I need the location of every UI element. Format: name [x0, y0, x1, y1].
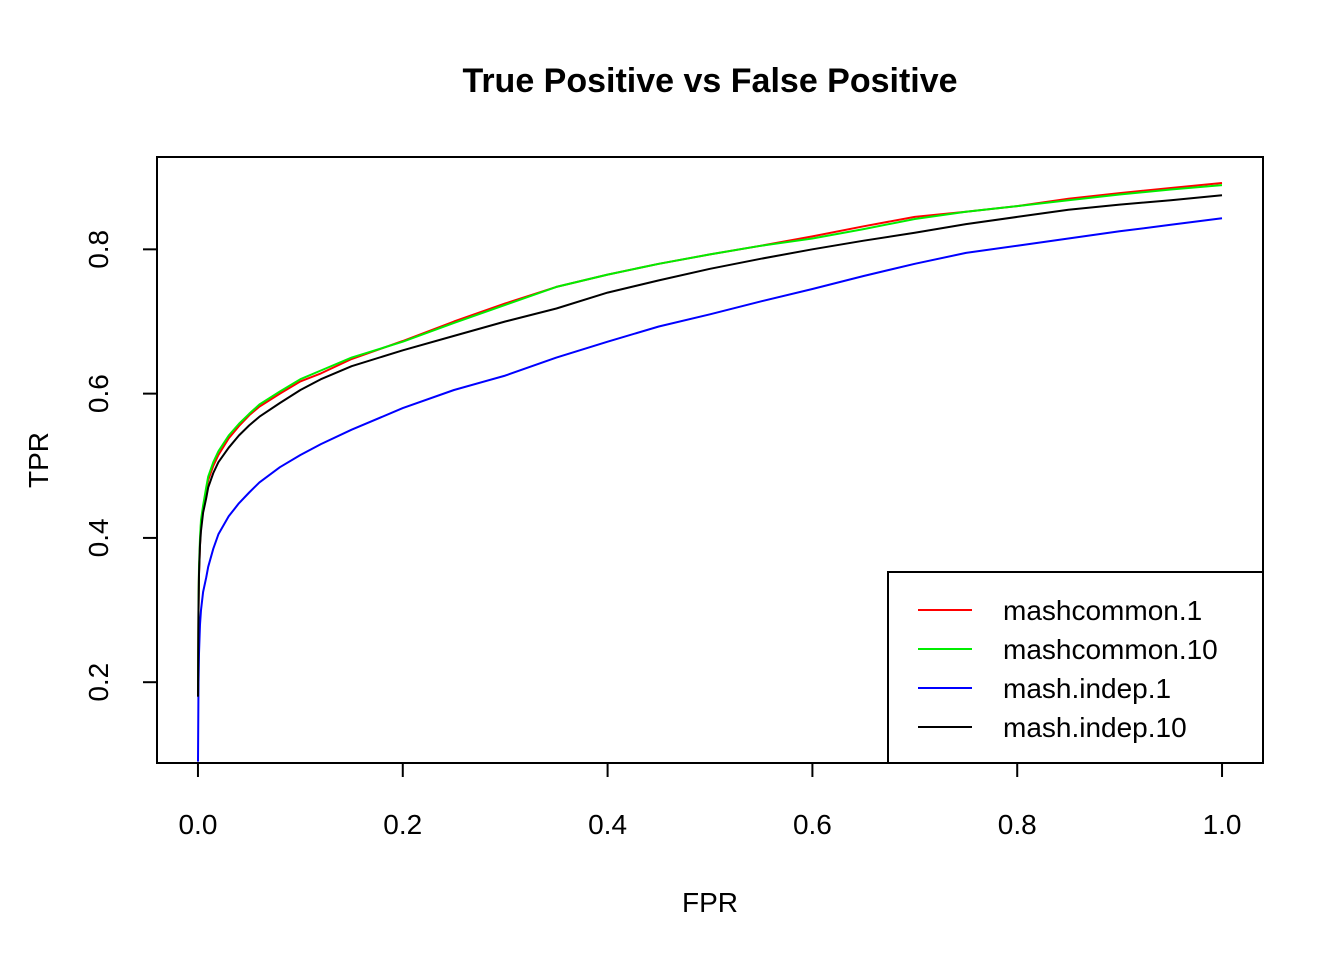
chart-title: True Positive vs False Positive [462, 62, 957, 100]
x-tick-label: 0.2 [383, 809, 422, 840]
series-layer [197, 182, 1223, 762]
y-tick-label: 0.6 [83, 374, 114, 413]
legend-label: mashcommon.1 [1003, 595, 1202, 626]
legend-label: mashcommon.10 [1003, 634, 1218, 665]
x-tick-label: 0.4 [588, 809, 627, 840]
x-tick-label: 1.0 [1203, 809, 1242, 840]
x-axis-label: FPR [682, 887, 738, 918]
legend-label: mash.indep.1 [1003, 673, 1171, 704]
series-line-mash-indep-10 [197, 194, 1223, 697]
y-tick-label: 0.2 [83, 663, 114, 702]
y-tick-label: 0.4 [83, 518, 114, 557]
y-axis-label: TPR [23, 432, 54, 488]
legend-box [887, 571, 1264, 764]
x-tick-label: 0.6 [793, 809, 832, 840]
axes: 0.0 0.2 0.4 0.6 0.8 1.0 0.2 0.4 0.6 0.8 [83, 230, 1242, 840]
series-line-mash-indep-1 [197, 217, 1223, 762]
legend: mashcommon.1 mashcommon.10 mash.indep.1 mas… [887, 571, 1264, 764]
x-tick-label: 0.8 [998, 809, 1037, 840]
series-line-mashcommon-10 [197, 184, 1223, 697]
x-tick-label: 0.0 [178, 809, 217, 840]
y-tick-label: 0.8 [83, 230, 114, 269]
plot-frame [156, 156, 1264, 764]
legend-label: mash.indep.10 [1003, 712, 1187, 743]
